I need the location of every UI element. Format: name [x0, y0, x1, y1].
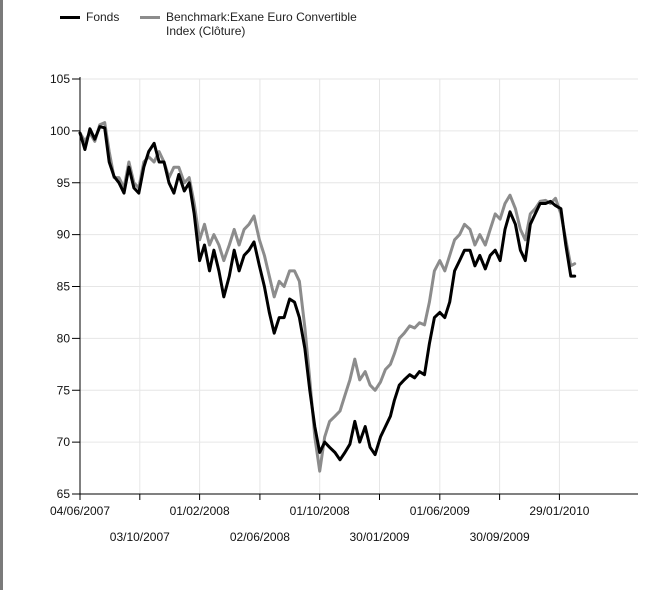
series-line-fonds	[78, 125, 577, 462]
x-tick-label: 30/01/2009	[349, 530, 409, 544]
legend-item-fonds: Fonds	[60, 10, 119, 24]
series-lines	[78, 121, 577, 473]
y-tick-label: 100	[50, 124, 70, 138]
x-tick-label: 01/02/2008	[170, 504, 230, 518]
left-border-rule	[0, 0, 3, 590]
legend-swatch-fonds	[60, 16, 80, 19]
y-tick-label: 85	[57, 280, 71, 294]
x-tick-label: 02/06/2008	[230, 530, 290, 544]
legend-item-benchmark: Benchmark:Exane Euro Convertible Index (…	[140, 10, 357, 38]
legend-label-benchmark: Benchmark:Exane Euro Convertible Index (…	[166, 10, 357, 38]
y-tick-label: 65	[57, 487, 71, 501]
y-tick-label: 105	[50, 72, 70, 86]
legend-swatch-benchmark	[140, 16, 160, 19]
x-tick-label: 30/09/2009	[470, 530, 530, 544]
x-tick-label: 03/10/2007	[110, 530, 170, 544]
grid-lines	[79, 78, 638, 495]
axes	[72, 77, 638, 500]
series-line-benchmark	[78, 121, 577, 473]
legend-label-benchmark-line2: Index (Clôture)	[166, 24, 246, 38]
x-tick-label: 01/10/2008	[290, 504, 350, 518]
tick-labels: 65 70 75 80 85 90 95 100 105 04/06/2007 01/02/2008…	[50, 72, 590, 544]
x-tick-label: 04/06/2007	[50, 504, 110, 518]
legend-label-fonds: Fonds	[86, 10, 120, 24]
x-tick-label: 01/06/2009	[410, 504, 470, 518]
y-tick-label: 80	[57, 331, 71, 345]
x-tick-label: 29/01/2010	[529, 504, 589, 518]
legend-label-benchmark-line1: Benchmark:Exane Euro Convertible	[166, 10, 357, 24]
y-tick-label: 70	[57, 435, 71, 449]
y-tick-label: 75	[57, 383, 71, 397]
y-tick-label: 90	[57, 228, 71, 242]
y-tick-label: 95	[57, 176, 71, 190]
